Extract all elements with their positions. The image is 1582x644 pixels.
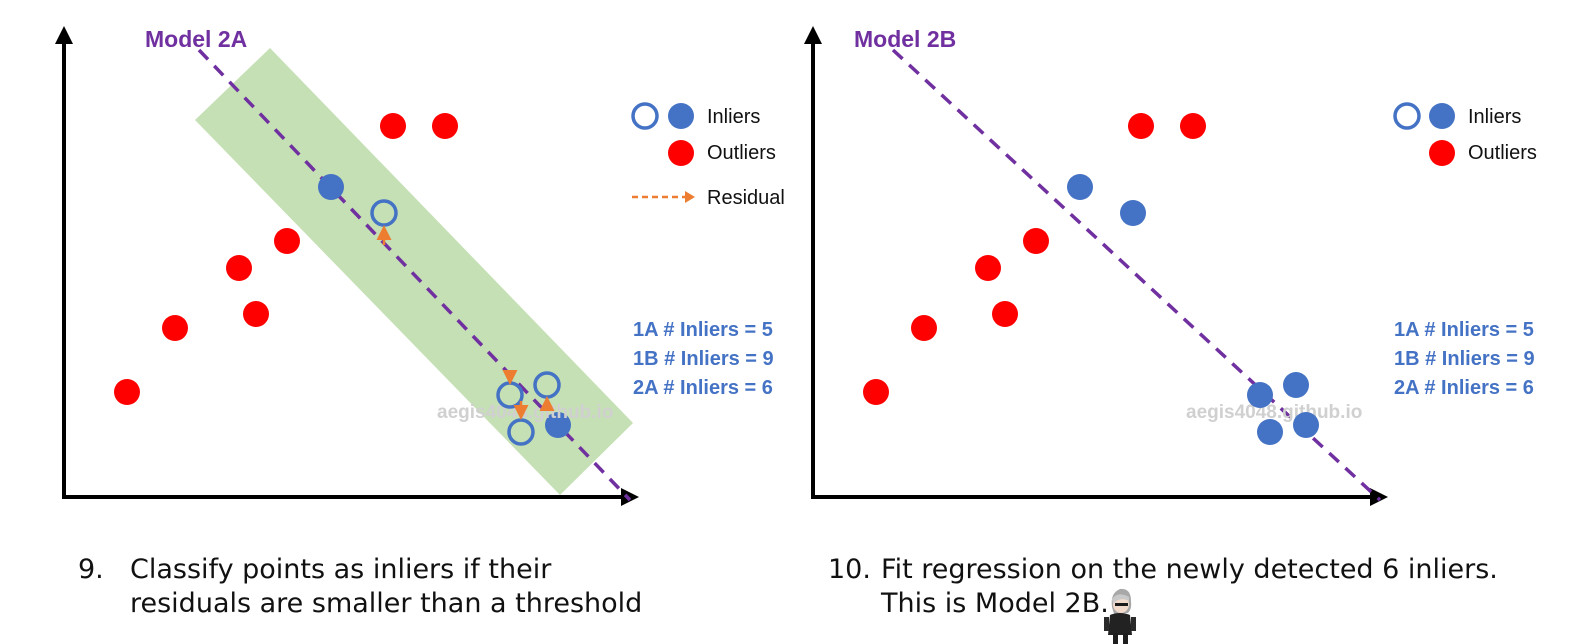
y-axis-arrow-icon xyxy=(804,26,822,44)
inlier-point xyxy=(1247,382,1273,408)
legend-residual-arrowhead-icon xyxy=(685,191,695,203)
outlier-point xyxy=(1128,113,1154,139)
legend-inlier-icon xyxy=(1429,103,1455,129)
legend-inliers-label: Inliers xyxy=(1468,106,1521,128)
legend-outliers-label: Outliers xyxy=(1468,142,1537,164)
legend-hollow-inlier-icon xyxy=(631,102,659,130)
outlier-points xyxy=(114,113,458,405)
inlier-point xyxy=(1067,174,1093,200)
outlier-point xyxy=(863,379,889,405)
legend-hollow-inlier-icon xyxy=(1393,102,1421,130)
legend-outlier-icon xyxy=(668,140,694,166)
character-avatar-icon xyxy=(1104,588,1136,644)
step-number: 10. xyxy=(828,554,871,585)
inlier-points-filled xyxy=(1067,174,1319,445)
inlier-point-hollow xyxy=(507,418,535,446)
watermark: aegis4048.github.io xyxy=(1186,402,1362,423)
inlier-point xyxy=(318,174,344,200)
step-text-line: This is Model 2B. xyxy=(881,588,1109,619)
threshold-band xyxy=(195,48,633,495)
stat-line: 1B # Inliers = 9 xyxy=(1394,348,1535,370)
inlier-point xyxy=(1293,412,1319,438)
stat-line: 1A # Inliers = 5 xyxy=(1394,319,1534,341)
inlier-stats-right: 1A # Inliers = 5 1B # Inliers = 9 2A # I… xyxy=(1394,319,1535,399)
stat-line: 2A # Inliers = 6 xyxy=(1394,377,1534,399)
outlier-point xyxy=(226,255,252,281)
step-text-line: residuals are smaller than a threshold xyxy=(130,588,643,619)
legend-inliers-label: Inliers xyxy=(707,106,760,128)
panel-right: Model 2B aegis4048.github.io Inliers xyxy=(804,26,1537,506)
legend-left: Inliers Outliers Residual xyxy=(631,102,785,209)
legend-inlier-icon xyxy=(668,103,694,129)
legend-outlier-icon xyxy=(1429,140,1455,166)
outlier-point xyxy=(274,228,300,254)
inlier-point xyxy=(1120,200,1146,226)
step-text-line: Classify points as inliers if their xyxy=(130,554,552,585)
outlier-point xyxy=(911,315,937,341)
outlier-point xyxy=(975,255,1001,281)
outlier-point xyxy=(1180,113,1206,139)
residual-arrows xyxy=(376,225,555,420)
outlier-point xyxy=(114,379,140,405)
outlier-point xyxy=(380,113,406,139)
outlier-point xyxy=(432,113,458,139)
panel-left: Model 2A aegis4048.github.io xyxy=(55,26,785,506)
legend-outliers-label: Outliers xyxy=(707,142,776,164)
step-number: 9. xyxy=(78,554,104,585)
x-axis-arrow-icon xyxy=(621,488,639,506)
stat-line: 1B # Inliers = 9 xyxy=(633,348,774,370)
inlier-point xyxy=(1257,419,1283,445)
y-axis-arrow-icon xyxy=(55,26,73,44)
outlier-point xyxy=(162,315,188,341)
inlier-stats-left: 1A # Inliers = 5 1B # Inliers = 9 2A # I… xyxy=(633,319,774,399)
legend-residual-label: Residual xyxy=(707,187,785,209)
axes-left xyxy=(55,26,639,506)
outlier-point xyxy=(1023,228,1049,254)
model-2a-line xyxy=(197,48,632,502)
inlier-point xyxy=(1283,372,1309,398)
outlier-point xyxy=(992,301,1018,327)
model-label: Model 2A xyxy=(145,26,247,52)
stat-line: 2A # Inliers = 6 xyxy=(633,377,773,399)
model-label: Model 2B xyxy=(854,26,956,52)
legend-right: Inliers Outliers xyxy=(1393,102,1537,166)
outlier-point xyxy=(243,301,269,327)
step-text-line: Fit regression on the newly detected 6 i… xyxy=(881,554,1498,585)
inlier-points-filled xyxy=(318,174,571,438)
outlier-points xyxy=(863,113,1206,405)
stat-line: 1A # Inliers = 5 xyxy=(633,319,773,341)
inlier-point xyxy=(545,412,571,438)
axes-right xyxy=(804,26,1388,506)
